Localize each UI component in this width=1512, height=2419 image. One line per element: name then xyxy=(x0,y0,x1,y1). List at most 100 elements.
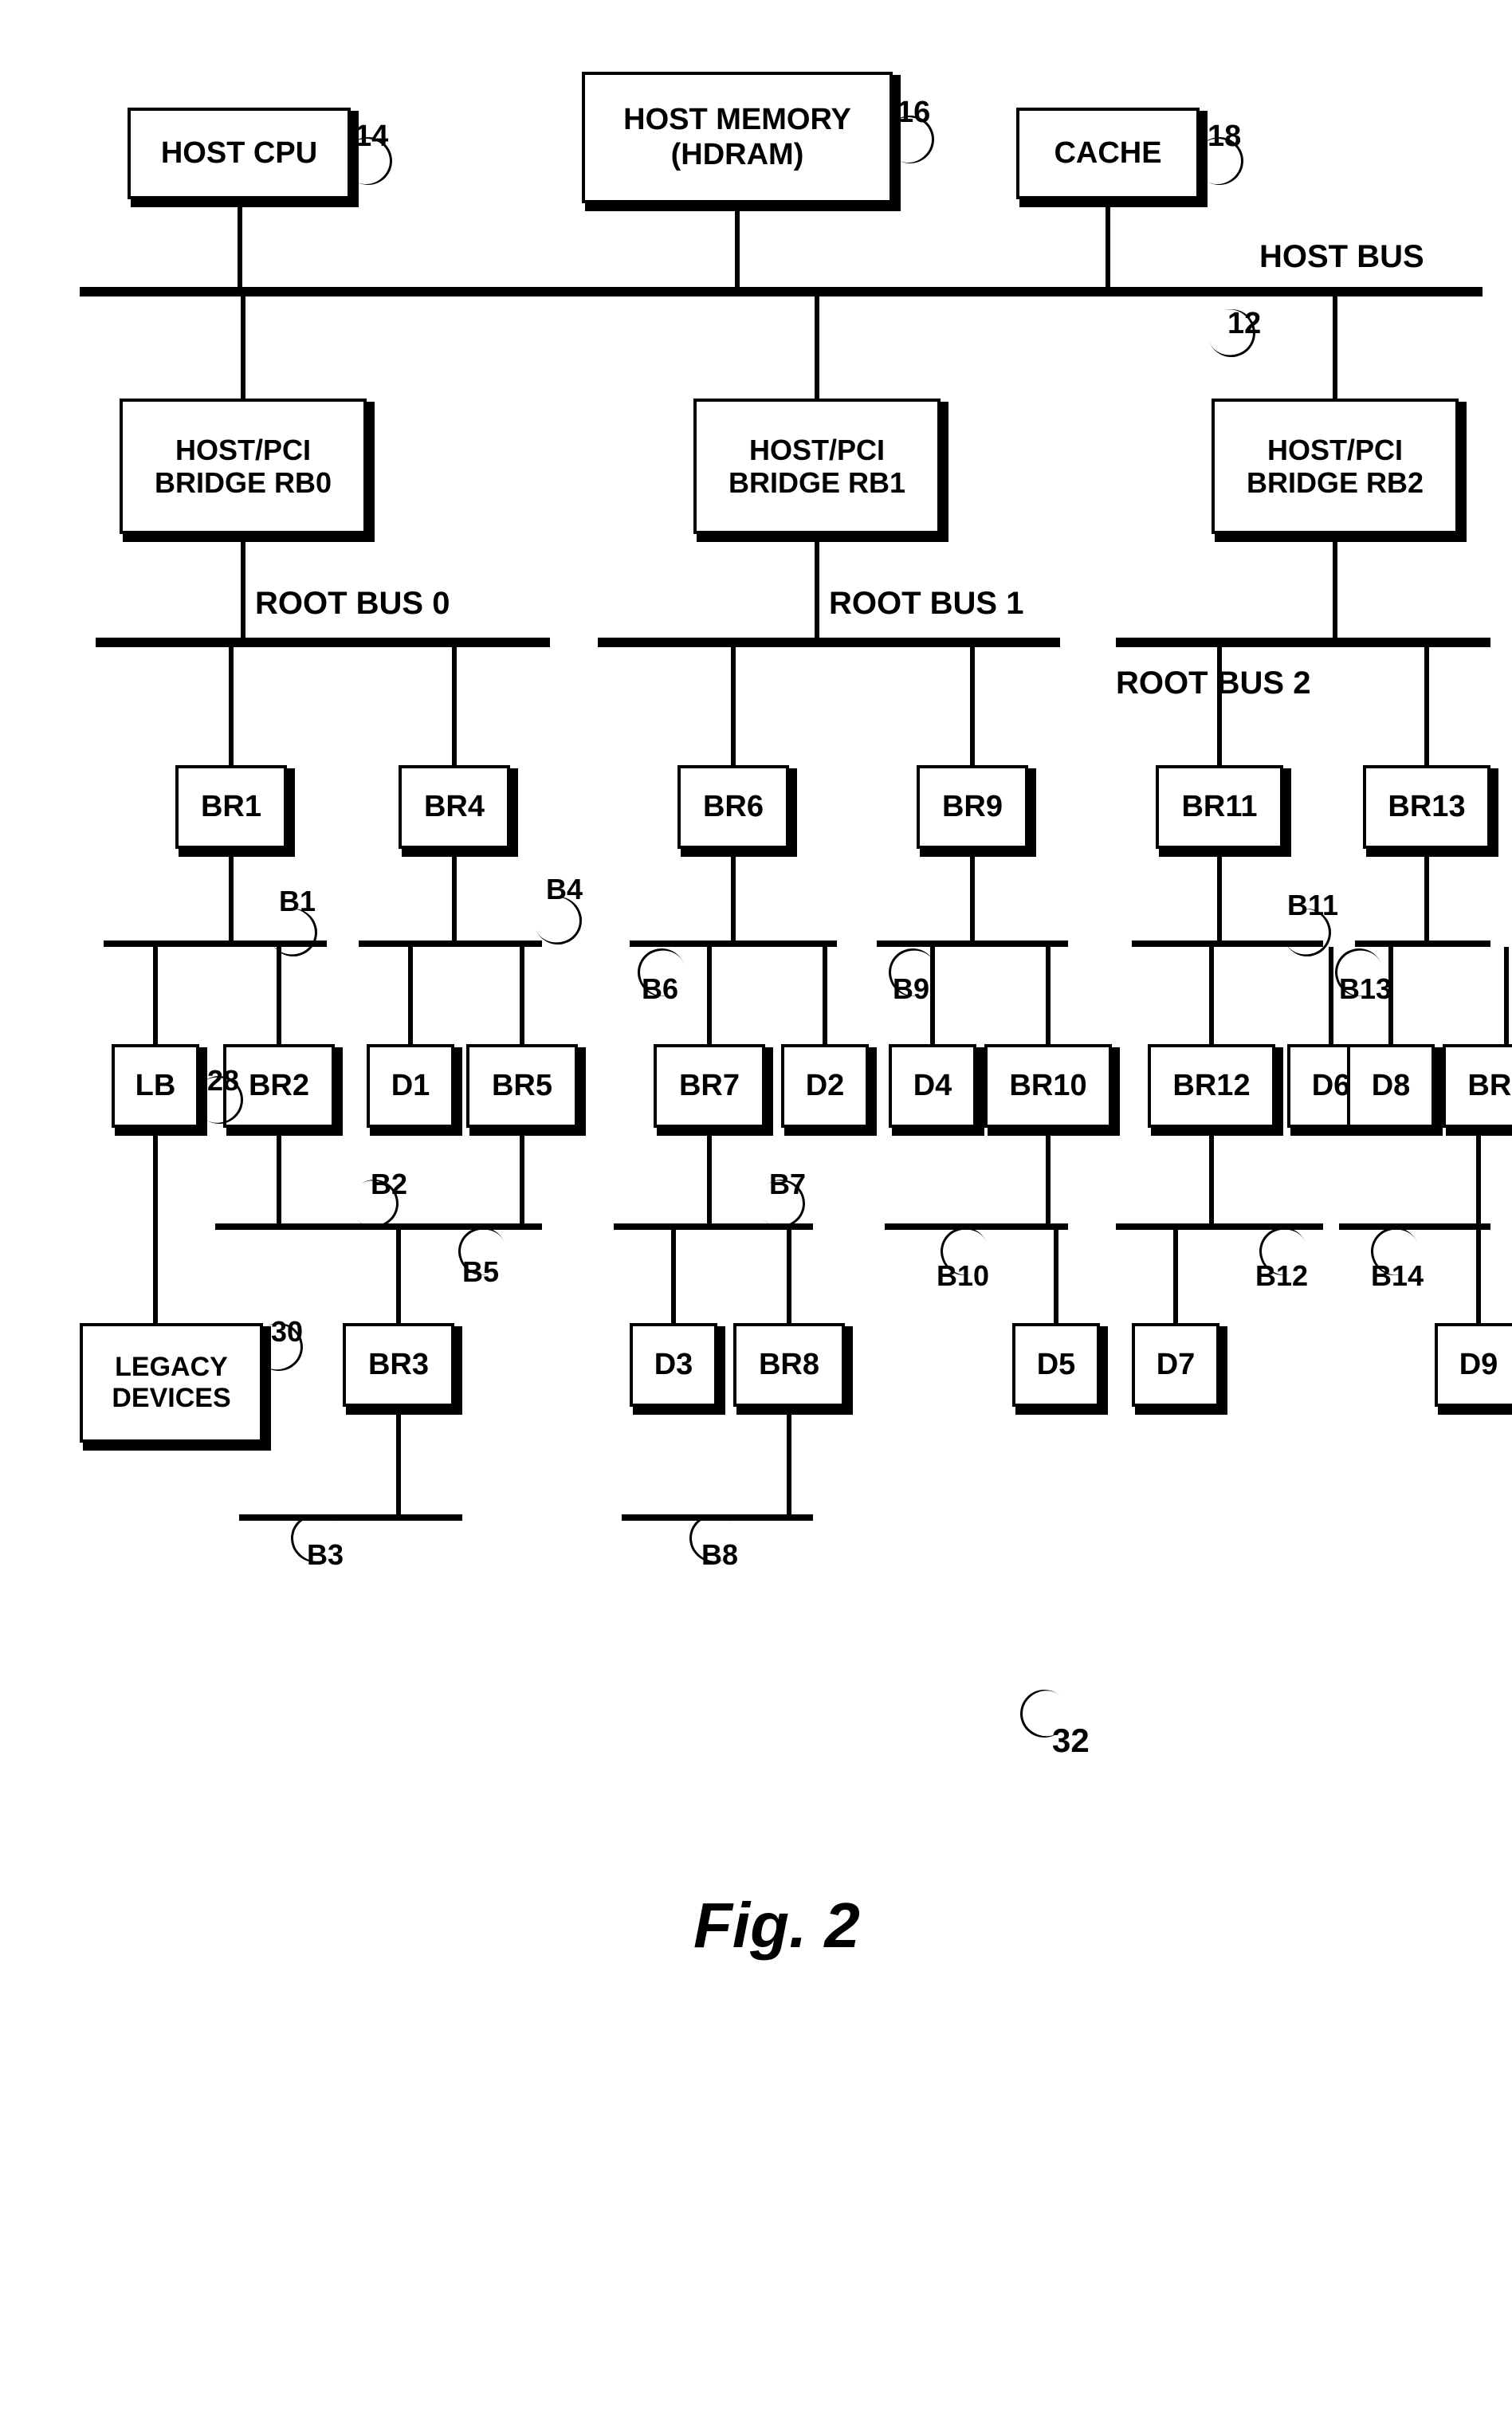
c-br7-t xyxy=(707,947,712,1044)
c-rb2-top xyxy=(1333,296,1337,399)
root-bus-1-label: ROOT BUS 1 xyxy=(829,586,1023,622)
br3: BR3 xyxy=(343,1323,454,1407)
lb2: B2 xyxy=(371,1168,407,1201)
c-cpu xyxy=(238,199,242,287)
br9: BR9 xyxy=(917,765,1028,849)
lb7: B7 xyxy=(769,1168,806,1201)
br2: BR2 xyxy=(223,1044,335,1128)
c-br2-t xyxy=(277,947,281,1044)
bridge-rb1: HOST/PCI BRIDGE RB1 xyxy=(693,399,941,534)
c-rb1-top xyxy=(815,296,819,399)
c-br1-t xyxy=(229,647,234,765)
d2: D2 xyxy=(781,1044,869,1128)
br4: BR4 xyxy=(399,765,510,849)
c-rb2-bot xyxy=(1333,534,1337,638)
root-bus-1 xyxy=(598,638,1060,647)
l14: 14 xyxy=(355,120,388,154)
lb4: B4 xyxy=(546,873,583,906)
b5 xyxy=(367,1223,542,1230)
l28: 28 xyxy=(207,1064,239,1098)
c-cache xyxy=(1106,199,1110,287)
c-br4-t xyxy=(452,647,457,765)
br8: BR8 xyxy=(733,1323,845,1407)
b13 xyxy=(1355,941,1490,947)
diagram-canvas: HOST CPUHOST MEMORY (HDRAM)CACHEHOST/PCI… xyxy=(16,16,1512,2403)
l16: 16 xyxy=(897,96,930,130)
lb11: B11 xyxy=(1287,889,1338,922)
c-br13-b xyxy=(1424,849,1429,941)
c-d6-t xyxy=(1329,947,1333,1044)
bridge-rb0: HOST/PCI BRIDGE RB0 xyxy=(120,399,367,534)
c-br3-t xyxy=(396,1230,401,1323)
cache: CACHE xyxy=(1016,108,1200,199)
lb1: B1 xyxy=(279,885,316,918)
host-bus xyxy=(80,287,1483,296)
root-bus-0-label: ROOT BUS 0 xyxy=(255,586,450,622)
c-br5-b xyxy=(520,1128,524,1223)
br14: BR14 xyxy=(1443,1044,1512,1128)
lb10: B10 xyxy=(937,1259,989,1293)
c-d7-t xyxy=(1173,1230,1178,1323)
br1: BR1 xyxy=(175,765,287,849)
d9: D9 xyxy=(1435,1323,1512,1407)
c-d1-t xyxy=(408,947,413,1044)
host-memory: HOST MEMORY (HDRAM) xyxy=(582,72,893,203)
b9 xyxy=(877,941,1068,947)
lb9: B9 xyxy=(893,972,929,1006)
c-d2-t xyxy=(823,947,827,1044)
br11: BR11 xyxy=(1156,765,1283,849)
lb6: B6 xyxy=(642,972,678,1006)
host-bus-label: HOST BUS xyxy=(1259,239,1424,275)
c-rb0-top xyxy=(241,296,245,399)
br6: BR6 xyxy=(677,765,789,849)
root-bus-0 xyxy=(96,638,550,647)
d1: D1 xyxy=(367,1044,454,1128)
c-br9-t xyxy=(970,647,975,765)
c-mem xyxy=(735,203,740,287)
br7: BR7 xyxy=(654,1044,765,1128)
c-rb1-bot xyxy=(815,534,819,638)
c-lb-t xyxy=(153,947,158,1044)
c-br6-t xyxy=(731,647,736,765)
c-br8-b xyxy=(787,1407,791,1514)
d8: D8 xyxy=(1347,1044,1435,1128)
br10: BR10 xyxy=(984,1044,1112,1128)
b4 xyxy=(359,941,542,947)
lb8: B8 xyxy=(701,1538,738,1572)
c-br12-b xyxy=(1209,1128,1214,1223)
d3: D3 xyxy=(630,1323,717,1407)
c-br8-t xyxy=(787,1230,791,1323)
c-br9-b xyxy=(970,849,975,941)
root-bus-2-label: ROOT BUS 2 xyxy=(1116,666,1310,701)
l30: 30 xyxy=(271,1315,303,1349)
c-d5-t xyxy=(1054,1230,1058,1323)
c-br10-t xyxy=(1046,947,1051,1044)
l18: 18 xyxy=(1208,120,1241,154)
root-bus-2 xyxy=(1116,638,1490,647)
c-br11-b xyxy=(1217,849,1222,941)
lb12: B12 xyxy=(1255,1259,1308,1293)
lb3: B3 xyxy=(307,1538,344,1572)
c-lb-b xyxy=(153,1128,158,1323)
d5: D5 xyxy=(1012,1323,1100,1407)
d7: D7 xyxy=(1132,1323,1219,1407)
c-br14-t xyxy=(1504,947,1509,1044)
lb14: B14 xyxy=(1371,1259,1424,1293)
br13: BR13 xyxy=(1363,765,1490,849)
b6 xyxy=(630,941,837,947)
d4: D4 xyxy=(889,1044,976,1128)
figure-caption: Fig. 2 xyxy=(693,1889,860,1962)
l32: 32 xyxy=(1052,1722,1090,1760)
c-br3-b xyxy=(396,1407,401,1514)
bridge-rb2: HOST/PCI BRIDGE RB2 xyxy=(1212,399,1459,534)
c-br1-b xyxy=(229,849,234,941)
b10 xyxy=(885,1223,1068,1230)
c-br5-t xyxy=(520,947,524,1044)
c-br6-b xyxy=(731,849,736,941)
lb5: B5 xyxy=(462,1255,499,1289)
c-br13-t xyxy=(1424,647,1429,765)
c-rb0-bot xyxy=(241,534,245,638)
b3 xyxy=(239,1514,462,1521)
c-br10-b xyxy=(1046,1128,1051,1223)
legacy: LEGACY DEVICES xyxy=(80,1323,263,1443)
